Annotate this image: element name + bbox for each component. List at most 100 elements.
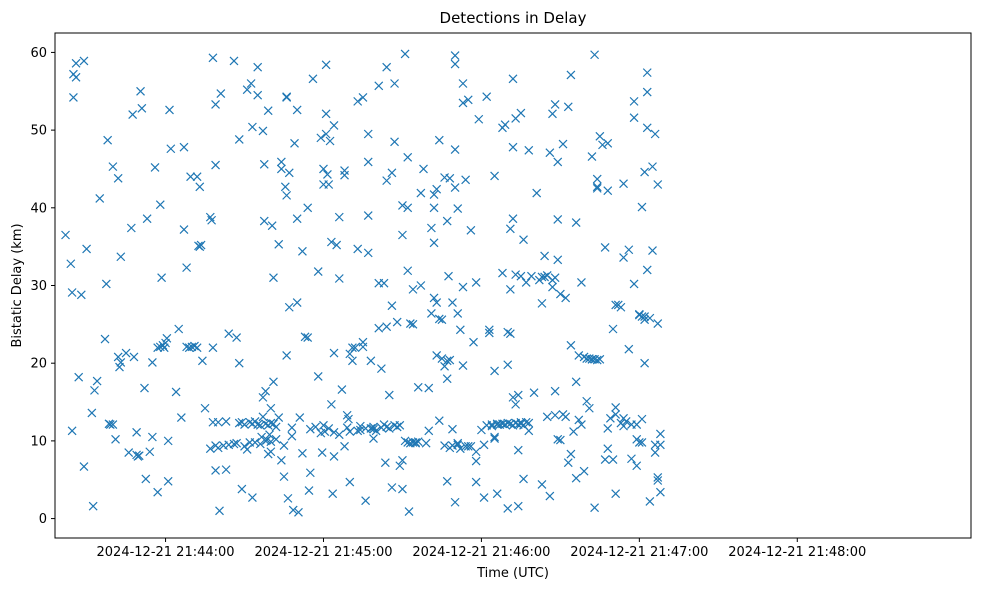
data-point xyxy=(105,420,115,429)
data-point xyxy=(384,390,394,400)
data-point xyxy=(332,240,342,250)
data-point xyxy=(353,244,363,254)
data-point xyxy=(163,476,173,486)
data-point xyxy=(266,447,276,457)
data-point xyxy=(653,472,663,482)
data-point xyxy=(403,203,413,213)
data-point xyxy=(629,113,639,123)
data-point xyxy=(558,139,568,149)
y-axis: 0 10 20 30 40 50 60 xyxy=(30,46,55,527)
data-point xyxy=(387,301,397,311)
data-point xyxy=(550,386,560,396)
data-point xyxy=(442,374,452,384)
data-point xyxy=(369,434,378,443)
data-point xyxy=(229,439,239,449)
data-point xyxy=(605,413,615,423)
data-point xyxy=(271,434,281,444)
data-point xyxy=(192,343,202,353)
data-point xyxy=(287,423,297,433)
data-point xyxy=(463,441,473,451)
data-point xyxy=(479,440,489,450)
data-point xyxy=(126,223,136,233)
y-axis-title: Bistatic Delay (km) xyxy=(10,223,25,347)
data-point xyxy=(337,385,347,395)
data-point xyxy=(221,417,231,426)
data-point xyxy=(603,138,613,148)
data-point xyxy=(458,282,468,292)
data-point xyxy=(74,372,84,382)
data-point xyxy=(92,376,102,386)
data-point xyxy=(363,129,373,139)
data-point xyxy=(505,284,515,294)
data-point xyxy=(592,183,602,193)
data-point xyxy=(382,62,392,72)
data-point xyxy=(287,431,297,441)
data-point xyxy=(529,388,539,398)
data-point xyxy=(653,319,663,328)
data-point xyxy=(432,184,442,194)
data-point xyxy=(134,451,144,461)
data-point xyxy=(326,237,336,247)
data-point xyxy=(521,417,531,427)
data-point xyxy=(132,427,142,437)
data-point xyxy=(282,350,292,360)
data-point xyxy=(426,309,436,318)
data-point xyxy=(550,410,560,420)
data-point xyxy=(366,424,376,433)
y-tick-label: 0 xyxy=(39,512,47,527)
data-point xyxy=(398,484,407,494)
data-point xyxy=(250,438,260,447)
data-point xyxy=(437,315,447,325)
y-tick-label: 30 xyxy=(30,279,47,294)
data-point xyxy=(584,403,594,413)
data-point xyxy=(563,102,573,112)
data-point xyxy=(537,298,547,308)
plot-frame xyxy=(54,32,972,539)
data-point xyxy=(90,385,99,395)
data-point xyxy=(215,506,224,516)
data-point xyxy=(380,458,390,468)
data-point xyxy=(276,164,286,174)
data-point xyxy=(311,422,321,432)
data-point xyxy=(627,454,636,464)
data-point xyxy=(197,356,207,366)
data-point xyxy=(361,496,371,506)
data-point xyxy=(76,290,86,300)
data-point xyxy=(165,105,174,115)
data-point xyxy=(553,434,563,444)
data-point xyxy=(458,98,468,108)
data-point xyxy=(590,50,600,60)
data-point xyxy=(466,225,476,235)
data-point xyxy=(519,474,528,484)
data-point xyxy=(629,96,639,106)
data-point xyxy=(283,493,293,503)
data-point xyxy=(453,440,463,450)
data-point xyxy=(147,357,157,367)
data-point xyxy=(490,171,499,181)
data-point xyxy=(624,245,634,255)
data-point xyxy=(566,340,576,350)
data-point xyxy=(348,356,357,366)
data-point xyxy=(440,441,449,450)
data-point xyxy=(292,105,302,115)
data-point xyxy=(153,487,163,497)
data-point xyxy=(398,201,407,210)
data-point xyxy=(280,182,290,192)
data-point xyxy=(595,354,605,364)
data-point xyxy=(490,434,499,443)
data-point xyxy=(242,445,252,454)
data-point xyxy=(329,348,339,358)
data-point xyxy=(403,266,413,276)
data-point xyxy=(445,355,455,365)
data-point xyxy=(305,424,315,434)
data-point xyxy=(162,333,172,343)
data-point xyxy=(303,333,313,342)
data-point xyxy=(448,298,457,308)
data-point xyxy=(288,505,298,515)
data-point xyxy=(598,140,607,150)
data-point xyxy=(363,211,373,221)
data-point xyxy=(61,230,70,240)
data-point xyxy=(363,248,373,258)
data-point xyxy=(590,503,600,513)
data-point xyxy=(294,507,303,517)
